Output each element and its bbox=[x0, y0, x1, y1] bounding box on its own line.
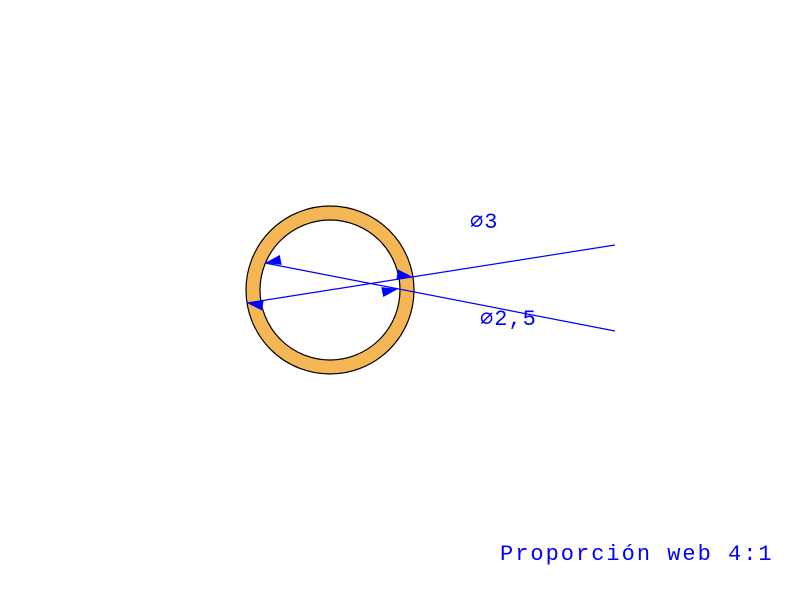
diagram-canvas: ∅3 ∅2,5 Proporción web 4:1 bbox=[0, 0, 800, 600]
dimension-label-inner: ∅2,5 bbox=[480, 307, 537, 332]
dimension-line-outer bbox=[247, 245, 615, 303]
dimension-label-outer: ∅3 bbox=[470, 210, 498, 235]
scale-note: Proporción web 4:1 bbox=[500, 542, 774, 567]
dimension-line-inner bbox=[265, 263, 615, 331]
